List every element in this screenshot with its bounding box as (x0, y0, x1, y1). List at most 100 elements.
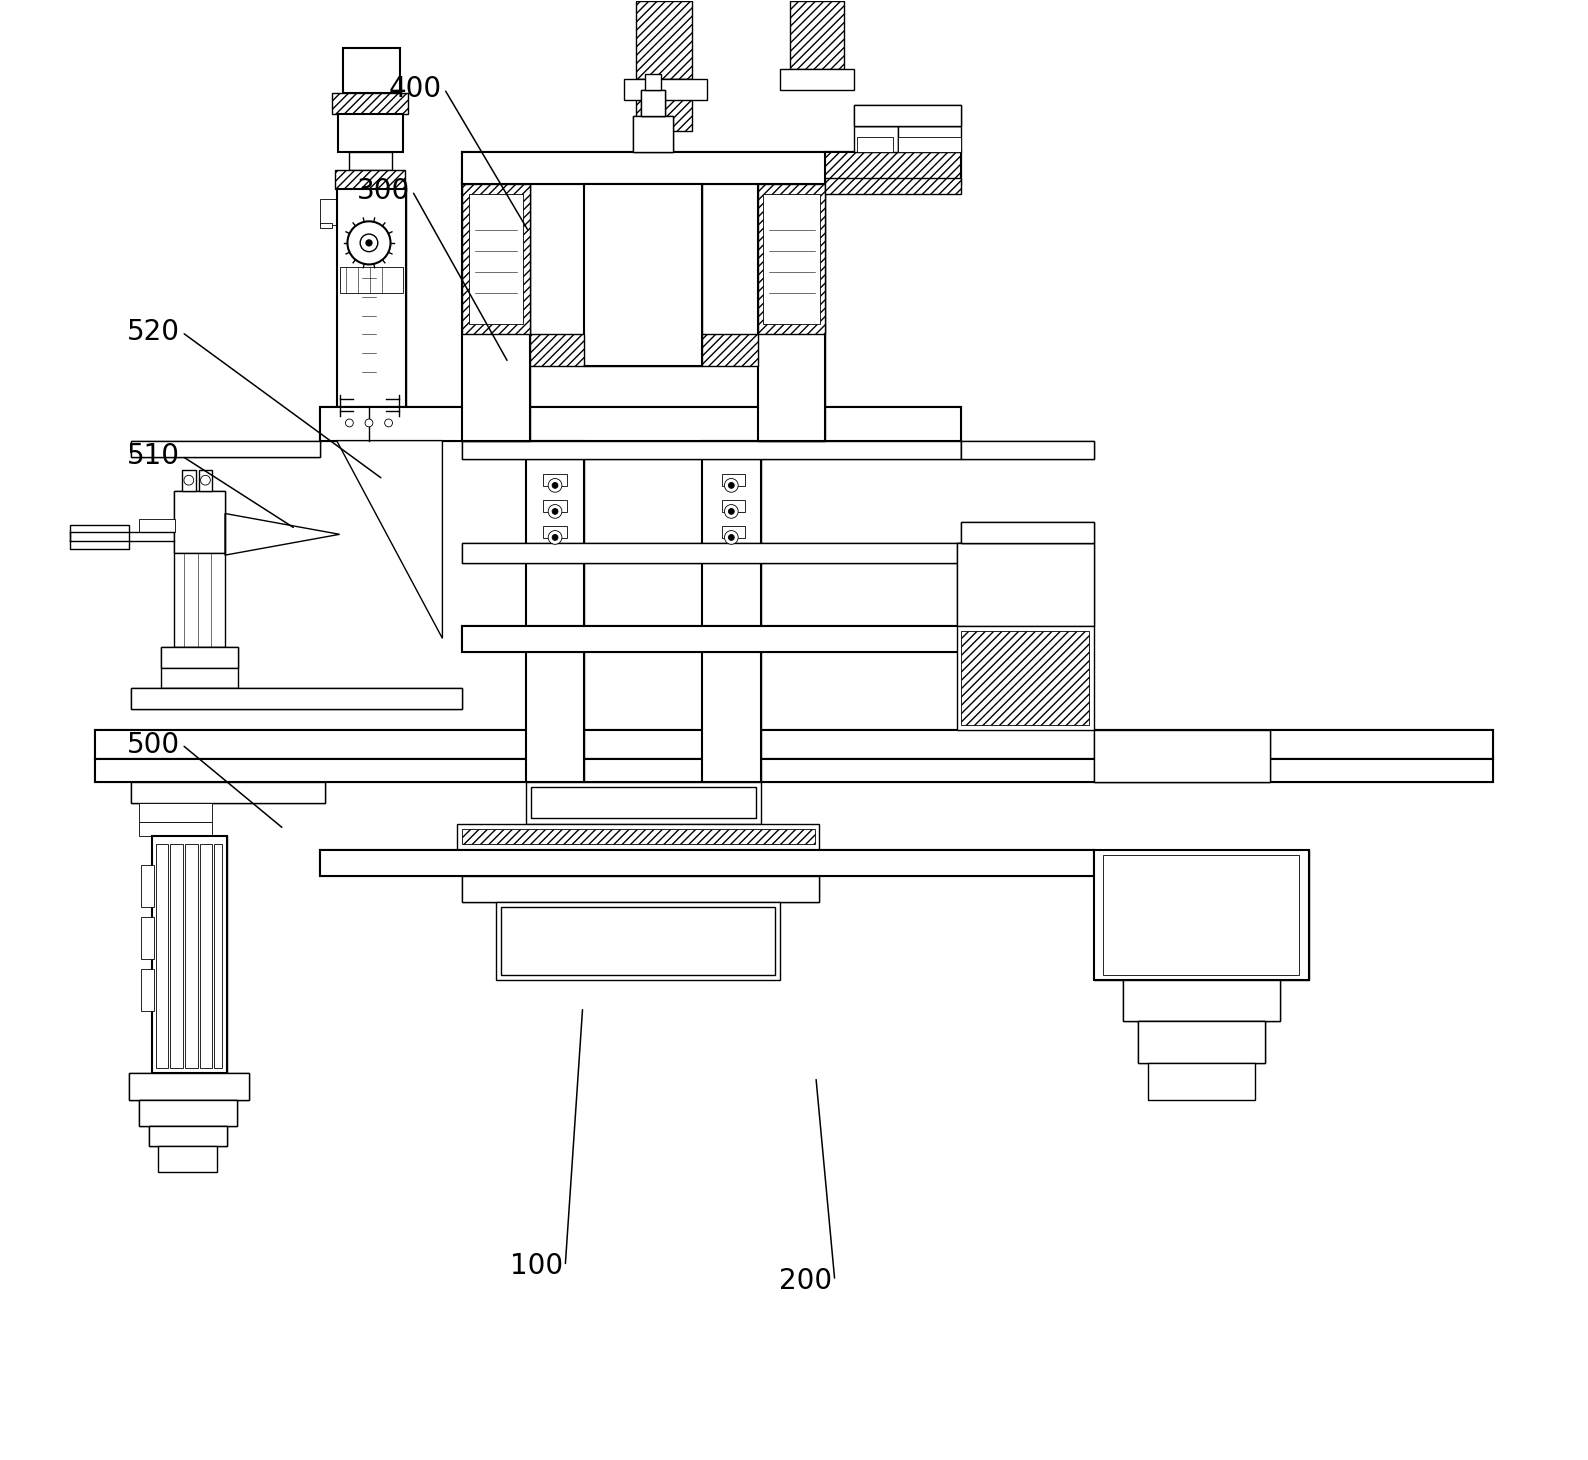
Bar (645, 74, 661, 91)
Bar (462, 441, 961, 460)
Bar (332, 93, 408, 114)
Bar (200, 844, 213, 1069)
Bar (149, 1126, 227, 1146)
Circle shape (729, 482, 734, 488)
Bar (702, 334, 757, 365)
Circle shape (729, 508, 734, 514)
Bar (362, 310, 376, 323)
Bar (138, 1099, 237, 1126)
Bar (462, 829, 815, 844)
Bar (721, 474, 745, 486)
Circle shape (724, 505, 738, 518)
Bar (138, 803, 213, 822)
Text: 200: 200 (780, 1267, 832, 1295)
Bar (159, 1146, 218, 1172)
Bar (1104, 856, 1299, 975)
Bar (826, 152, 961, 184)
Bar (362, 328, 376, 340)
Polygon shape (337, 441, 443, 638)
Circle shape (553, 508, 557, 514)
Bar (637, 1, 692, 79)
Bar (338, 114, 403, 152)
Bar (762, 194, 821, 324)
Bar (1148, 1063, 1255, 1099)
Bar (462, 178, 529, 441)
Bar (457, 823, 819, 850)
Bar (468, 194, 522, 324)
Bar (129, 1073, 248, 1099)
Bar (637, 79, 692, 131)
Bar (543, 474, 567, 486)
Bar (791, 1, 843, 69)
Bar (584, 184, 702, 365)
Bar (462, 184, 529, 334)
Bar (1094, 850, 1309, 980)
Bar (184, 844, 197, 1069)
Circle shape (548, 479, 562, 492)
Bar (337, 188, 407, 407)
Text: 500: 500 (127, 730, 179, 759)
Bar (543, 499, 567, 512)
Bar (138, 1099, 237, 1126)
Bar (175, 491, 225, 553)
Bar (856, 137, 892, 152)
Bar (757, 184, 826, 334)
Bar (335, 169, 405, 188)
Bar (95, 759, 1493, 783)
Bar (151, 837, 227, 1073)
Bar (170, 844, 183, 1069)
Bar (130, 688, 462, 710)
Bar (151, 837, 227, 1073)
Text: 400: 400 (389, 74, 441, 102)
Bar (897, 127, 961, 152)
Bar (129, 1073, 248, 1099)
Bar (526, 783, 761, 823)
Bar (1094, 730, 1270, 783)
Bar (321, 407, 961, 441)
Bar (70, 526, 129, 549)
Bar (362, 272, 376, 285)
Circle shape (553, 482, 557, 488)
Bar (130, 688, 462, 710)
Bar (1137, 1022, 1266, 1063)
Bar (337, 188, 407, 407)
Circle shape (367, 239, 372, 245)
Circle shape (548, 530, 562, 545)
Bar (502, 907, 775, 975)
Bar (321, 850, 1094, 876)
Bar (198, 470, 213, 491)
Bar (95, 759, 1493, 783)
Bar (854, 105, 961, 127)
Text: 100: 100 (510, 1253, 564, 1280)
Bar (130, 441, 321, 457)
Text: 510: 510 (127, 442, 179, 470)
Bar (141, 969, 154, 1010)
Bar (362, 291, 376, 304)
Bar (1148, 1063, 1255, 1099)
Bar (961, 441, 1094, 460)
Circle shape (724, 479, 738, 492)
Bar (757, 178, 826, 441)
Bar (95, 730, 1493, 759)
Circle shape (348, 222, 391, 264)
Bar (584, 184, 702, 365)
Bar (141, 917, 154, 959)
Bar (543, 526, 567, 539)
Bar (175, 491, 225, 553)
Circle shape (184, 476, 194, 485)
Bar (526, 441, 584, 783)
Bar (462, 152, 961, 184)
Bar (321, 850, 1094, 876)
Bar (138, 518, 175, 533)
Bar (462, 178, 529, 441)
Bar (854, 127, 897, 152)
Bar (214, 844, 222, 1069)
Bar (130, 783, 326, 803)
Text: 520: 520 (127, 318, 179, 346)
Bar (702, 441, 761, 783)
Bar (972, 521, 1078, 543)
Bar (897, 137, 961, 152)
Circle shape (553, 534, 557, 540)
Circle shape (365, 419, 373, 426)
Bar (462, 876, 819, 902)
